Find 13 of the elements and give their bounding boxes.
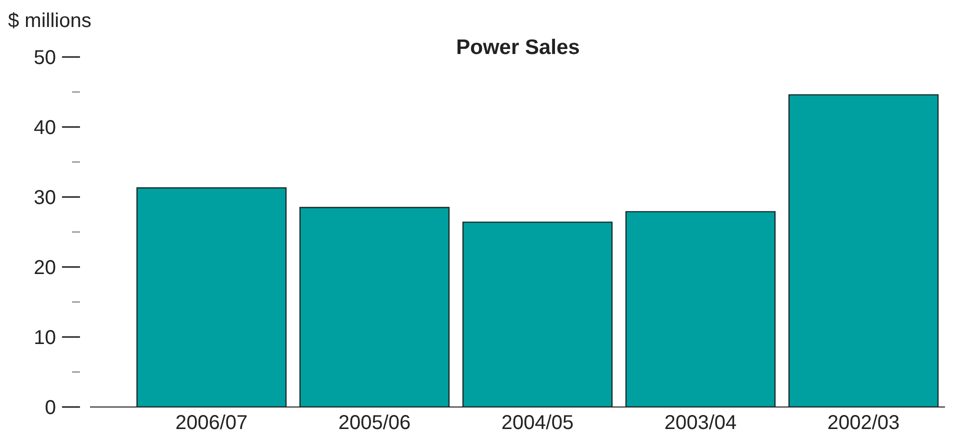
x-tick-label: 2003/04 [664, 412, 737, 434]
x-tick-label: 2002/03 [827, 412, 900, 434]
chart-title: Power Sales [455, 36, 581, 60]
y-tick-label: 40 [34, 117, 56, 139]
y-tick-label: 20 [34, 257, 56, 279]
y-tick-label: 0 [44, 397, 56, 419]
x-tick-label: 2005/06 [338, 412, 411, 434]
x-tick-label: 2006/07 [175, 412, 248, 434]
y-tick-label: 30 [34, 187, 56, 209]
y-axis-title: $ millions [8, 10, 92, 33]
y-tick-label: 50 [34, 47, 56, 69]
x-tick-label: 2004/05 [501, 412, 574, 434]
y-tick-label: 10 [34, 327, 56, 349]
